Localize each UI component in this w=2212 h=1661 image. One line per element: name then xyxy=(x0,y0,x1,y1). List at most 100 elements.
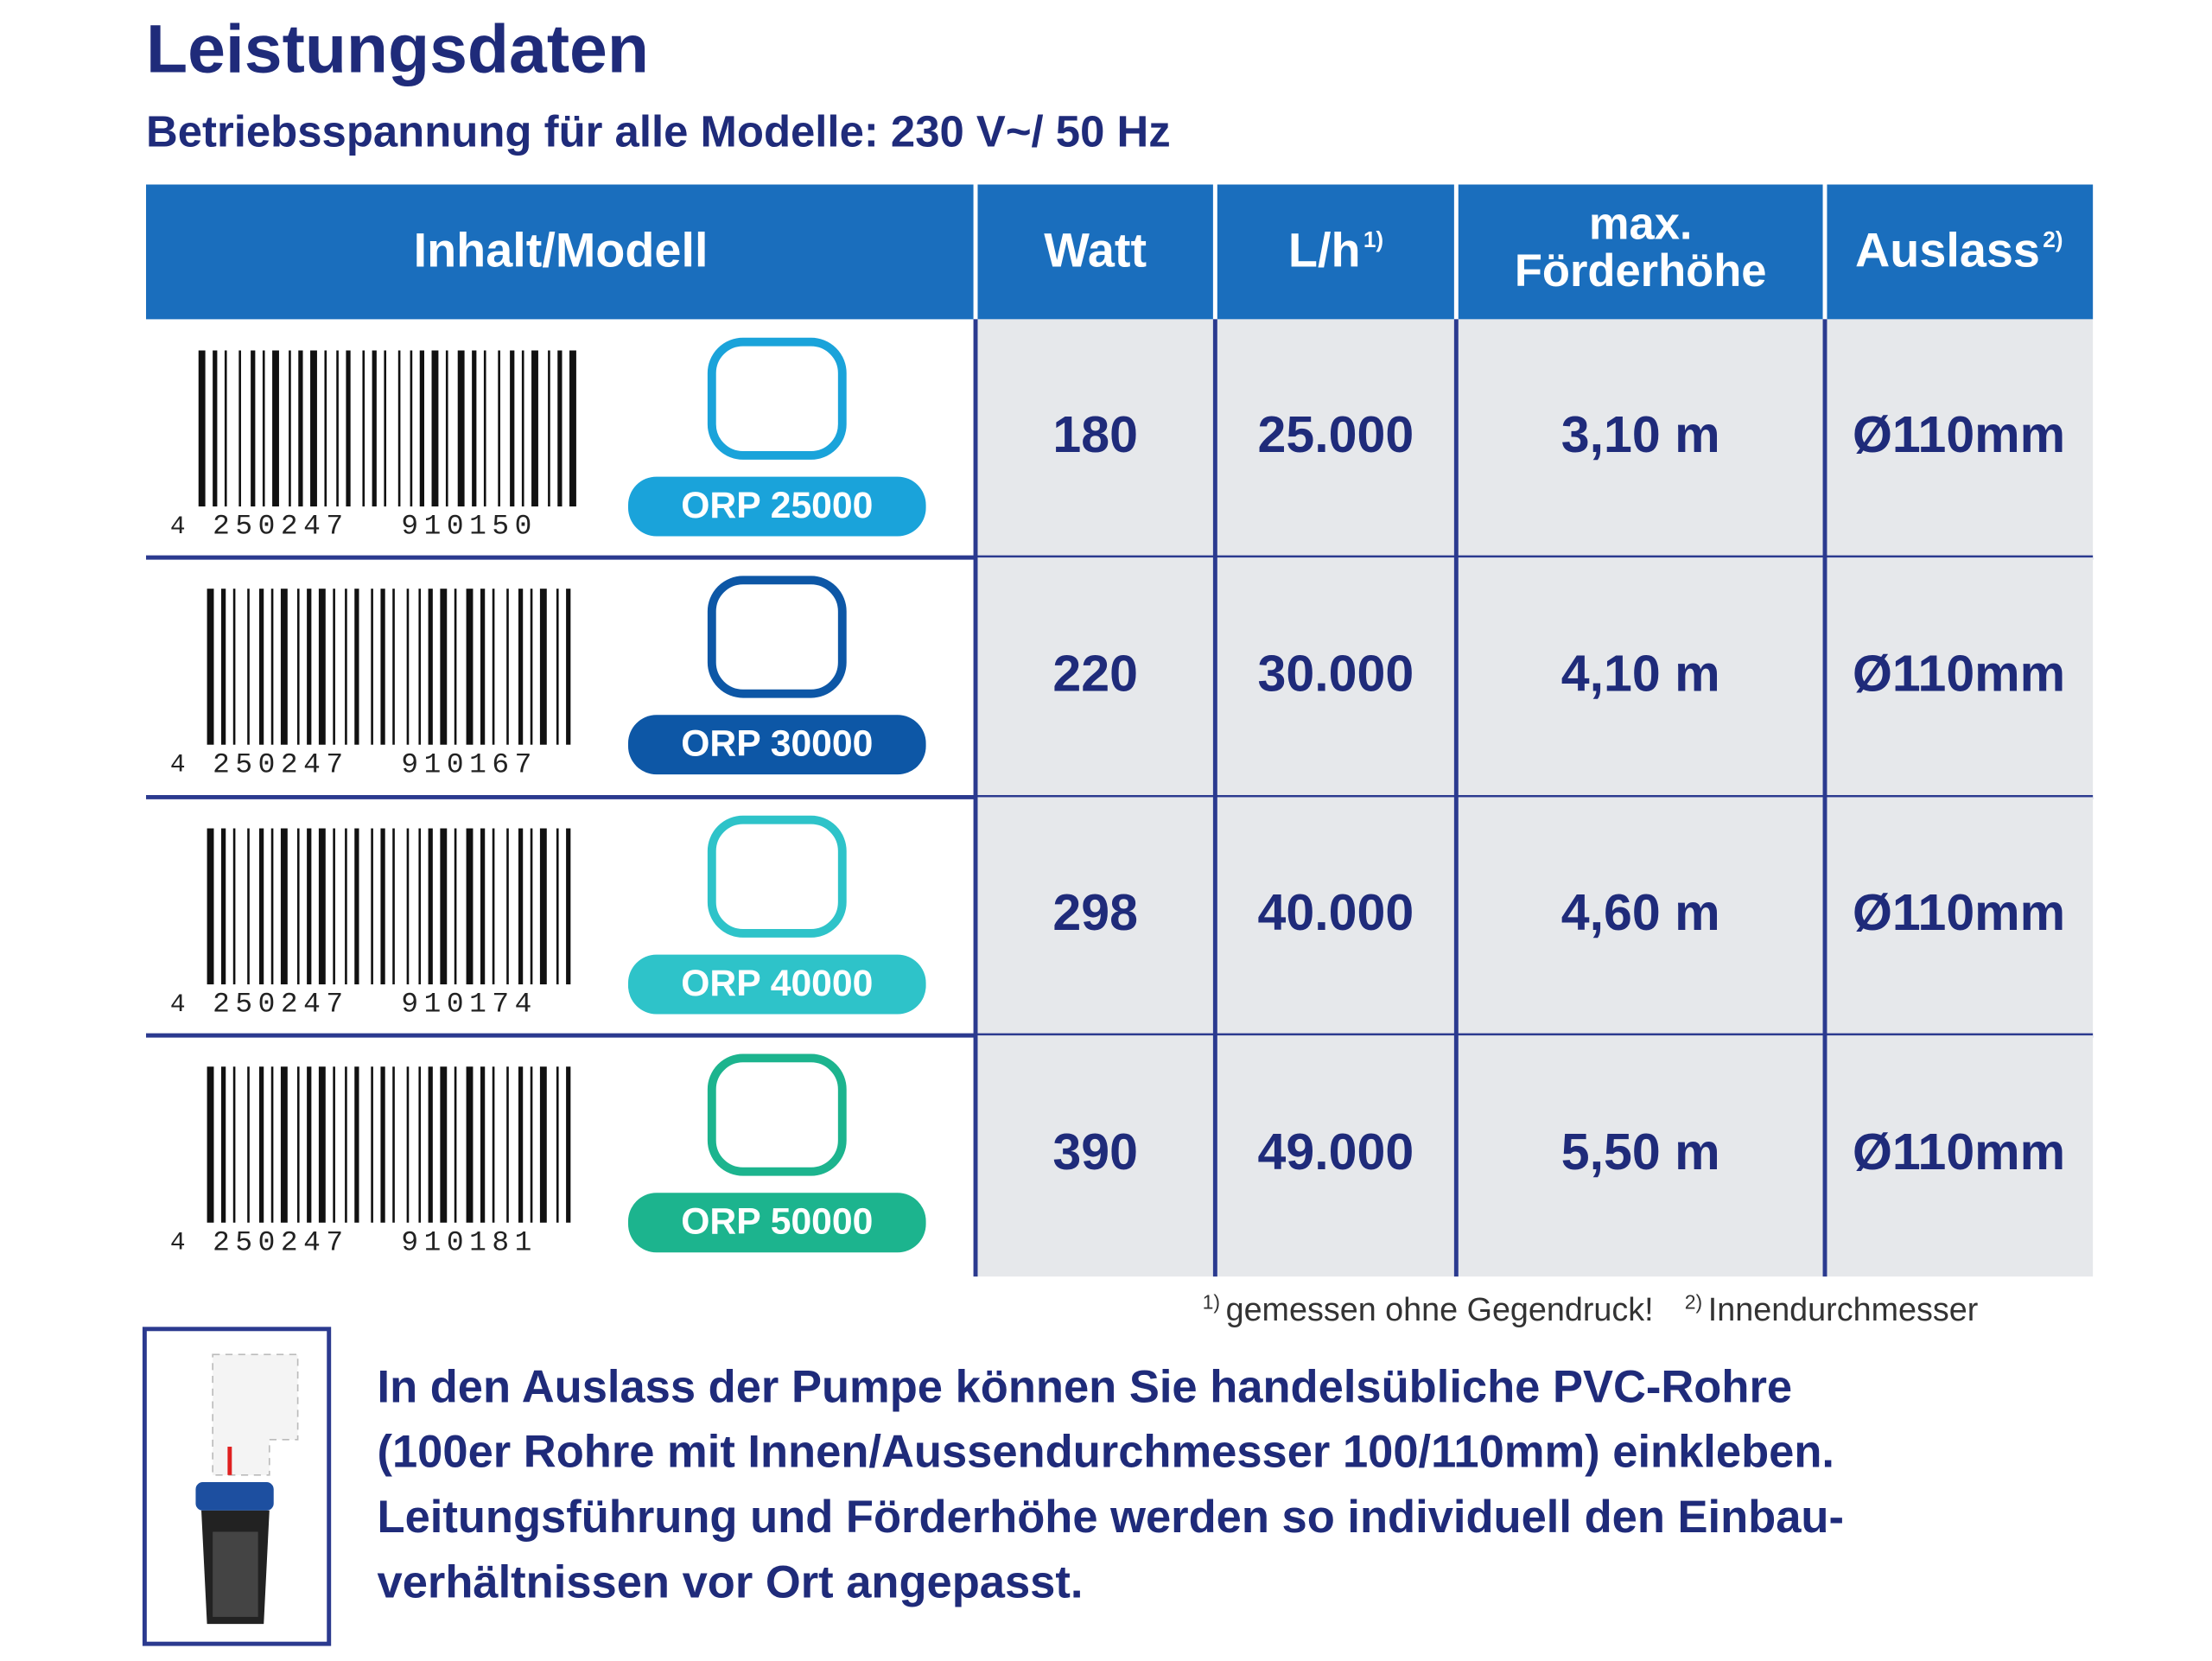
barcode-bar xyxy=(270,589,274,771)
barcode-bar xyxy=(556,589,559,771)
barcode-bar xyxy=(354,589,359,771)
barcode-bar xyxy=(418,589,422,771)
barcode-bar xyxy=(406,828,410,1010)
barcode-bar xyxy=(518,828,524,1010)
barcode-bar xyxy=(354,1066,359,1249)
barcode-bar xyxy=(307,828,312,1010)
barcode-bar xyxy=(530,589,533,771)
cell-value: 49.000 xyxy=(1258,1123,1414,1181)
barcode-bar xyxy=(457,350,465,532)
barcode-bar xyxy=(480,1066,486,1249)
model-badge xyxy=(627,1193,926,1253)
cell-value: Ø110mm xyxy=(1853,645,2065,702)
barcode-bar xyxy=(280,1066,288,1249)
note-line: Leitungsführung und Förderhöhe werden so… xyxy=(378,1492,1844,1543)
column-header: L/h xyxy=(1288,223,1361,277)
barcode-bar xyxy=(548,350,550,532)
barcode-bar xyxy=(498,350,500,532)
barcode-digit: 250247 xyxy=(213,1226,349,1258)
barcode-digit: 910167 xyxy=(401,748,537,780)
barcode-bar xyxy=(472,350,477,532)
barcode-bar xyxy=(428,828,433,1010)
barcode xyxy=(195,1066,579,1254)
barcode-bar xyxy=(445,350,448,532)
barcode-bar xyxy=(531,350,538,532)
note-line: (100er Rohre mit Innen/Aussendurchmesser… xyxy=(378,1427,1835,1478)
barcode-bar xyxy=(247,1066,250,1249)
barcode-bar xyxy=(232,1066,236,1249)
barcode-bar xyxy=(384,350,387,532)
footnote-mark: 1) xyxy=(1203,1290,1220,1313)
barcode-bar xyxy=(318,1066,326,1249)
barcode-bar xyxy=(251,350,256,532)
column-header: max. Förderhöhe xyxy=(1515,199,1767,296)
barcode-bar xyxy=(569,350,576,532)
barcode-bar xyxy=(371,828,373,1010)
barcode-bar xyxy=(466,1066,474,1249)
barcode-bar xyxy=(419,350,424,532)
barcode-bar xyxy=(392,589,395,771)
barcode-bar xyxy=(238,350,241,532)
cell-value: Ø110mm xyxy=(1853,406,2065,463)
barcode-bar xyxy=(307,589,312,771)
barcode-bar xyxy=(207,589,214,771)
barcode-bar xyxy=(454,1066,457,1249)
barcode-bar xyxy=(454,828,457,1010)
barcode-bar xyxy=(418,828,422,1010)
barcode-digit: 250247 xyxy=(213,511,349,543)
barcode-bar xyxy=(258,1066,264,1249)
barcode-bar xyxy=(518,589,524,771)
barcode-bar xyxy=(431,350,439,532)
model-label: ORP 40000 xyxy=(681,963,873,1004)
barcode-bar xyxy=(345,1066,347,1249)
barcode-bar xyxy=(362,350,365,532)
model-icon xyxy=(707,576,847,698)
barcode-bar xyxy=(492,828,495,1010)
barcode-bar xyxy=(480,589,486,771)
cell-value: 40.000 xyxy=(1258,884,1414,941)
barcode-bar xyxy=(318,589,326,771)
cell-value: 220 xyxy=(1052,645,1138,702)
barcode-bar xyxy=(371,1066,373,1249)
barcode-bar xyxy=(466,589,474,771)
model-label: ORP 25000 xyxy=(681,485,873,526)
barcode-bar xyxy=(566,1066,571,1249)
barcode-bar xyxy=(207,1066,214,1249)
barcode-bar xyxy=(530,1066,533,1249)
barcode-bar xyxy=(506,1066,509,1249)
barcode-bar xyxy=(221,589,226,771)
barcode-bar xyxy=(221,828,226,1010)
barcode-bar xyxy=(213,350,218,532)
barcode xyxy=(195,350,579,538)
barcode-bar xyxy=(371,589,373,771)
column-header: Watt xyxy=(1044,223,1147,277)
barcode-bar xyxy=(406,1066,410,1249)
barcode-bar xyxy=(336,350,339,532)
barcode-digit: 910181 xyxy=(401,1226,537,1258)
barcode-bar xyxy=(280,589,288,771)
cell-value: 390 xyxy=(1052,1123,1138,1181)
barcode-bar xyxy=(247,828,250,1010)
barcode-bar xyxy=(262,350,265,532)
barcode-bar xyxy=(333,589,335,771)
barcode-digit: 4 xyxy=(170,749,186,779)
barcode-bar xyxy=(539,1066,547,1249)
column-header: Inhalt/Modell xyxy=(414,223,709,277)
note-line: verhältnissen vor Ort angepasst. xyxy=(378,1557,1084,1608)
column-header: Auslass xyxy=(1855,223,2040,277)
model-icon xyxy=(707,337,847,460)
barcode-bar xyxy=(440,1066,448,1249)
footnote: gemessen ohne Gegendruck! xyxy=(1226,1291,1654,1327)
barcode-bar xyxy=(518,1066,524,1249)
barcode-bar xyxy=(530,828,533,1010)
barcode-mask xyxy=(195,984,579,1016)
cell-value: Ø110mm xyxy=(1853,1123,2065,1181)
barcode xyxy=(195,589,579,776)
barcode-bar xyxy=(454,589,457,771)
barcode-bar xyxy=(354,828,359,1010)
barcode-bar xyxy=(380,828,385,1010)
cell-value: 180 xyxy=(1052,406,1138,463)
barcode-bar xyxy=(289,350,291,532)
